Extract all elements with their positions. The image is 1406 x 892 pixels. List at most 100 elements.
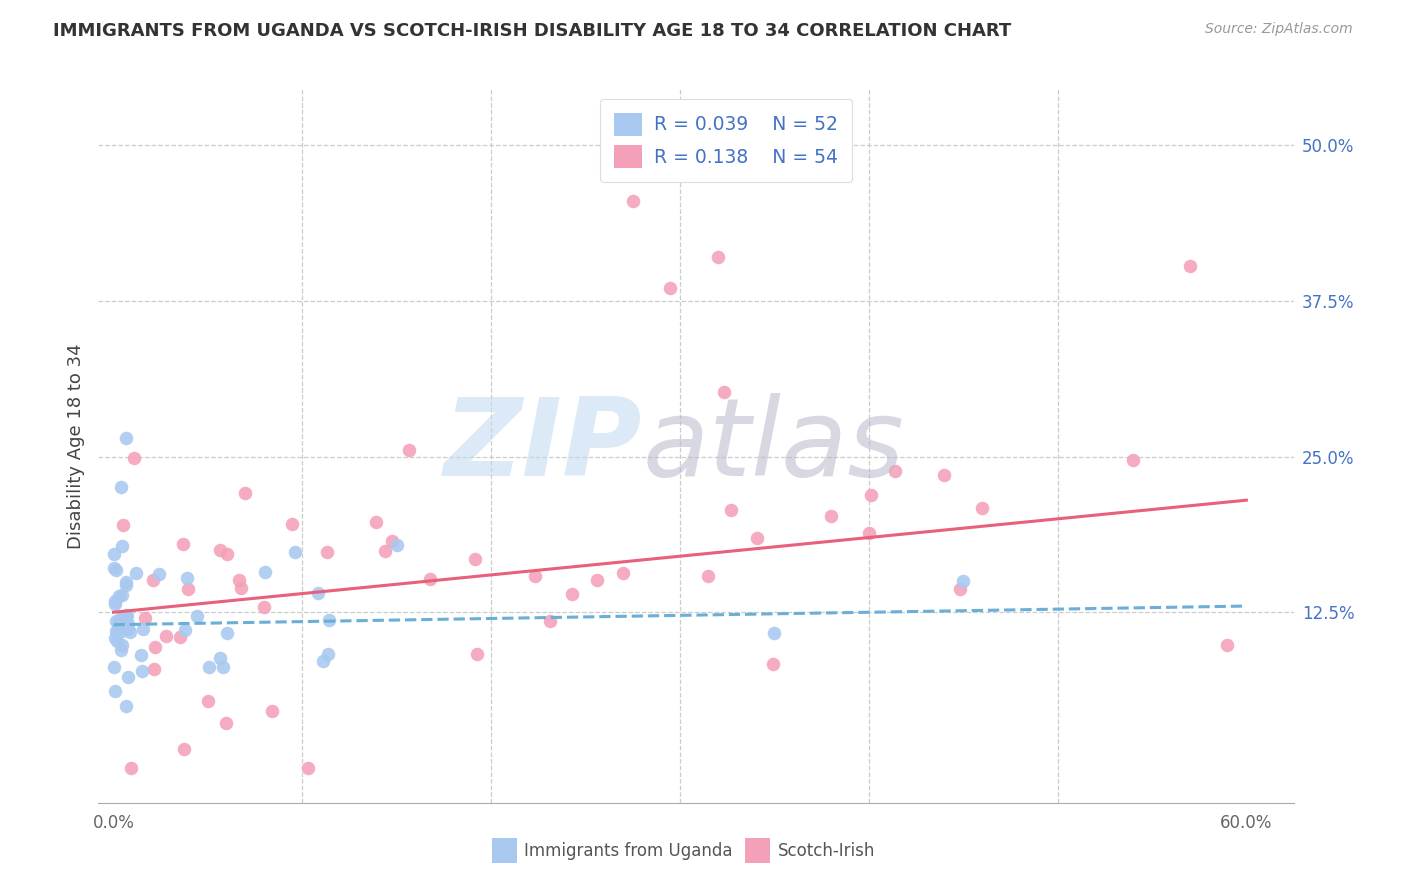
Point <box>316 647 339 661</box>
Point <box>215 625 238 640</box>
Point <box>209 650 232 665</box>
Point <box>467 647 489 661</box>
Point <box>142 574 165 588</box>
Point <box>952 574 974 589</box>
Point <box>104 594 127 608</box>
Point <box>586 573 609 587</box>
Point <box>105 634 128 648</box>
Point <box>143 640 166 655</box>
Point <box>176 571 198 585</box>
Point <box>111 638 134 652</box>
Point <box>215 715 238 730</box>
Point <box>104 598 127 612</box>
Point <box>297 761 319 775</box>
Text: ZIP: ZIP <box>444 393 643 499</box>
Point <box>820 508 842 523</box>
Point <box>177 582 200 596</box>
Point <box>217 547 239 561</box>
Point <box>561 586 583 600</box>
Point <box>115 699 138 714</box>
Point <box>111 588 134 602</box>
Text: Scotch-Irish: Scotch-Irish <box>778 842 875 860</box>
Point <box>148 566 170 581</box>
Point <box>1178 260 1201 274</box>
Point <box>115 575 138 590</box>
Point <box>105 615 128 629</box>
Y-axis label: Disability Age 18 to 34: Disability Age 18 to 34 <box>66 343 84 549</box>
Point <box>104 684 127 698</box>
Point <box>104 631 127 645</box>
Point <box>197 694 219 708</box>
Point <box>110 643 132 657</box>
Point <box>111 518 134 533</box>
Point <box>186 609 208 624</box>
Point <box>381 534 404 549</box>
Text: atlas: atlas <box>643 393 904 499</box>
Point <box>612 566 634 580</box>
Point <box>524 569 547 583</box>
Point <box>970 500 993 515</box>
Point <box>114 431 136 445</box>
Point <box>312 654 335 668</box>
Point <box>229 581 252 595</box>
Point <box>858 526 880 541</box>
Point <box>129 648 152 662</box>
Point <box>762 657 785 671</box>
Point <box>104 624 127 639</box>
Text: IMMIGRANTS FROM UGANDA VS SCOTCH-IRISH DISABILITY AGE 18 TO 34 CORRELATION CHART: IMMIGRANTS FROM UGANDA VS SCOTCH-IRISH D… <box>53 22 1012 40</box>
Point <box>233 486 256 500</box>
Point <box>132 622 155 636</box>
Point <box>1216 638 1239 652</box>
Point <box>131 664 153 678</box>
Point <box>883 464 905 478</box>
Point <box>538 614 561 628</box>
Point <box>307 585 329 599</box>
Point <box>706 250 728 264</box>
Point <box>253 599 276 614</box>
Point <box>949 582 972 596</box>
Point <box>720 503 742 517</box>
Point <box>316 545 339 559</box>
Text: Immigrants from Uganda: Immigrants from Uganda <box>524 842 733 860</box>
Point <box>117 608 139 623</box>
Point <box>318 613 340 627</box>
Point <box>120 624 142 639</box>
Point <box>115 578 138 592</box>
Point <box>284 545 307 559</box>
Point <box>860 488 883 502</box>
Point <box>120 761 142 775</box>
Point <box>713 384 735 399</box>
Point <box>124 450 146 465</box>
Point <box>281 517 304 532</box>
Point <box>211 660 233 674</box>
Point <box>107 613 129 627</box>
Point <box>197 660 219 674</box>
Point <box>103 547 125 561</box>
Point <box>125 566 148 580</box>
Point <box>464 552 486 566</box>
Point <box>228 573 250 587</box>
Point <box>110 480 132 494</box>
Point <box>174 623 197 637</box>
Point <box>117 671 139 685</box>
Point <box>115 608 138 623</box>
Point <box>117 623 139 637</box>
Point <box>172 537 194 551</box>
Point <box>117 616 139 631</box>
Point <box>143 662 166 676</box>
Point <box>155 629 177 643</box>
Point <box>374 544 396 558</box>
Point <box>659 281 682 295</box>
Point <box>169 630 191 644</box>
Point <box>385 538 408 552</box>
Point <box>208 542 231 557</box>
Point <box>111 609 134 624</box>
Point <box>107 622 129 636</box>
Point <box>103 561 125 575</box>
Point <box>697 569 720 583</box>
Point <box>111 539 134 553</box>
Point <box>934 467 956 482</box>
Point <box>173 742 195 756</box>
Point <box>398 443 420 458</box>
Point <box>747 531 769 545</box>
